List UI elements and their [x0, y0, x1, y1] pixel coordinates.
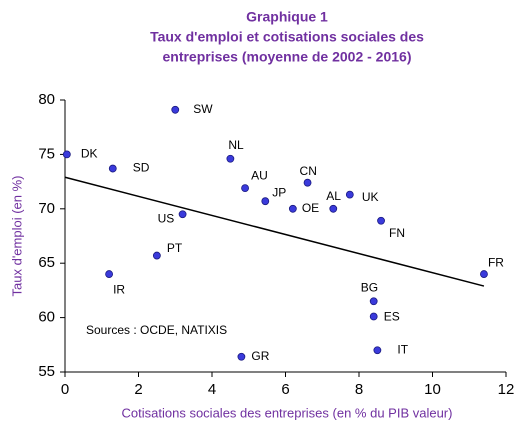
point-label: US: [158, 211, 175, 225]
x-tick-label: 10: [424, 381, 441, 398]
x-tick-label: 4: [208, 381, 216, 398]
y-tick-label: 60: [38, 309, 55, 326]
point: [62, 150, 71, 159]
point-label: CN: [300, 164, 317, 178]
point: [373, 346, 382, 355]
point: [237, 352, 246, 361]
point: [369, 312, 378, 321]
y-tick-label: 80: [38, 91, 55, 108]
point: [226, 154, 235, 163]
point: [288, 204, 297, 213]
point-label: UK: [362, 190, 379, 204]
point-label: AU: [251, 168, 268, 182]
point: [178, 210, 187, 219]
trend-line: [64, 176, 485, 287]
chart-title: Taux d'emploi et cotisations sociales de…: [150, 29, 424, 45]
point: [171, 105, 180, 114]
point: [152, 251, 161, 260]
annotation: Sources : OCDE, NATIXIS: [86, 323, 227, 337]
x-tick-label: 12: [498, 381, 514, 398]
point-label: OE: [302, 201, 319, 215]
chart-title: Graphique 1: [246, 9, 328, 25]
point: [241, 184, 249, 193]
point: [108, 164, 117, 173]
point-label: JP: [272, 185, 286, 199]
point: [303, 178, 312, 187]
point-label: AL: [326, 189, 341, 203]
point: [345, 190, 354, 199]
point-label: NL: [228, 138, 244, 152]
x-tick-label: 0: [61, 381, 69, 398]
x-tick-label: 8: [355, 381, 363, 398]
point: [480, 270, 488, 278]
x-tick-label: 6: [281, 381, 289, 398]
point-label: IR: [113, 282, 125, 296]
x-tick-label: 2: [134, 381, 142, 398]
point-label: DK: [81, 147, 98, 161]
y-tick-label: 70: [38, 200, 55, 217]
point-label: PT: [167, 241, 183, 255]
y-tick-label: 75: [38, 145, 55, 162]
point: [261, 197, 270, 206]
chart-title: entreprises (moyenne de 2002 - 2016): [162, 49, 411, 65]
y-tick-label: 55: [38, 363, 55, 380]
x-axis-label: Cotisations sociales des entreprises (en…: [122, 405, 453, 420]
point-label: IT: [397, 342, 408, 356]
point: [105, 270, 113, 278]
point: [329, 204, 338, 213]
point: [377, 216, 385, 225]
point-label: FN: [389, 226, 405, 240]
point-label: SD: [133, 161, 150, 175]
point-label: GR: [251, 349, 269, 363]
y-tick-label: 65: [38, 254, 55, 271]
point: [369, 297, 378, 306]
point-label: SW: [193, 102, 213, 116]
point-label: BG: [361, 280, 378, 294]
y-axis-label: Taux d'emploi (en %): [9, 176, 24, 297]
point-label: FR: [488, 255, 504, 269]
point-label: ES: [384, 310, 400, 324]
